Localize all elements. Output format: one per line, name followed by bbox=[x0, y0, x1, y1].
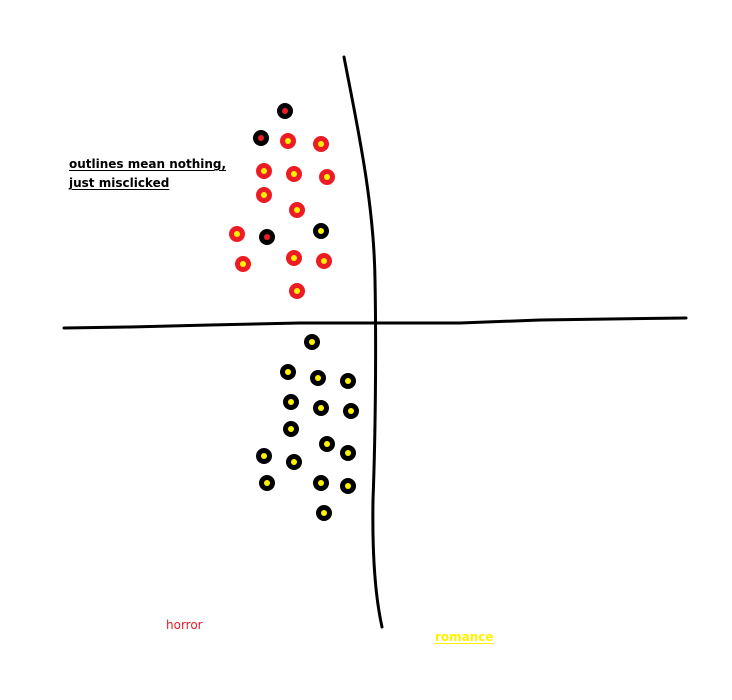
data-point bbox=[315, 375, 321, 381]
data-point bbox=[258, 135, 264, 141]
data-point bbox=[261, 168, 267, 174]
data-point bbox=[285, 369, 291, 375]
data-point bbox=[264, 234, 270, 240]
annotation-line-1: outlines mean nothing, bbox=[69, 157, 227, 171]
data-point bbox=[318, 141, 324, 147]
data-point bbox=[345, 450, 351, 456]
data-point bbox=[318, 405, 324, 411]
data-point bbox=[321, 258, 327, 264]
data-point bbox=[291, 255, 297, 261]
data-point bbox=[324, 174, 330, 180]
horror-label: horror bbox=[166, 618, 203, 632]
data-point bbox=[264, 480, 270, 486]
vertical-axis bbox=[342, 55, 384, 629]
data-point bbox=[294, 288, 300, 294]
data-point bbox=[288, 399, 294, 405]
romance-label: romance bbox=[435, 630, 494, 644]
data-point bbox=[240, 261, 246, 267]
data-point bbox=[345, 483, 351, 489]
data-point bbox=[294, 207, 300, 213]
data-point bbox=[285, 138, 291, 144]
data-point bbox=[261, 192, 267, 198]
data-point bbox=[309, 339, 315, 345]
data-point bbox=[348, 408, 354, 414]
data-point bbox=[291, 459, 297, 465]
data-point bbox=[288, 426, 294, 432]
data-point bbox=[345, 378, 351, 384]
data-point bbox=[321, 510, 327, 516]
data-points bbox=[229, 103, 359, 521]
data-point bbox=[318, 228, 324, 234]
data-point bbox=[234, 231, 240, 237]
data-point bbox=[324, 441, 330, 447]
annotation-line-2: just misclicked bbox=[69, 176, 170, 190]
data-point bbox=[282, 108, 288, 114]
data-point bbox=[318, 480, 324, 486]
data-point bbox=[291, 171, 297, 177]
data-point bbox=[261, 453, 267, 459]
annotation-note: outlines mean nothing, just misclicked bbox=[69, 155, 249, 193]
